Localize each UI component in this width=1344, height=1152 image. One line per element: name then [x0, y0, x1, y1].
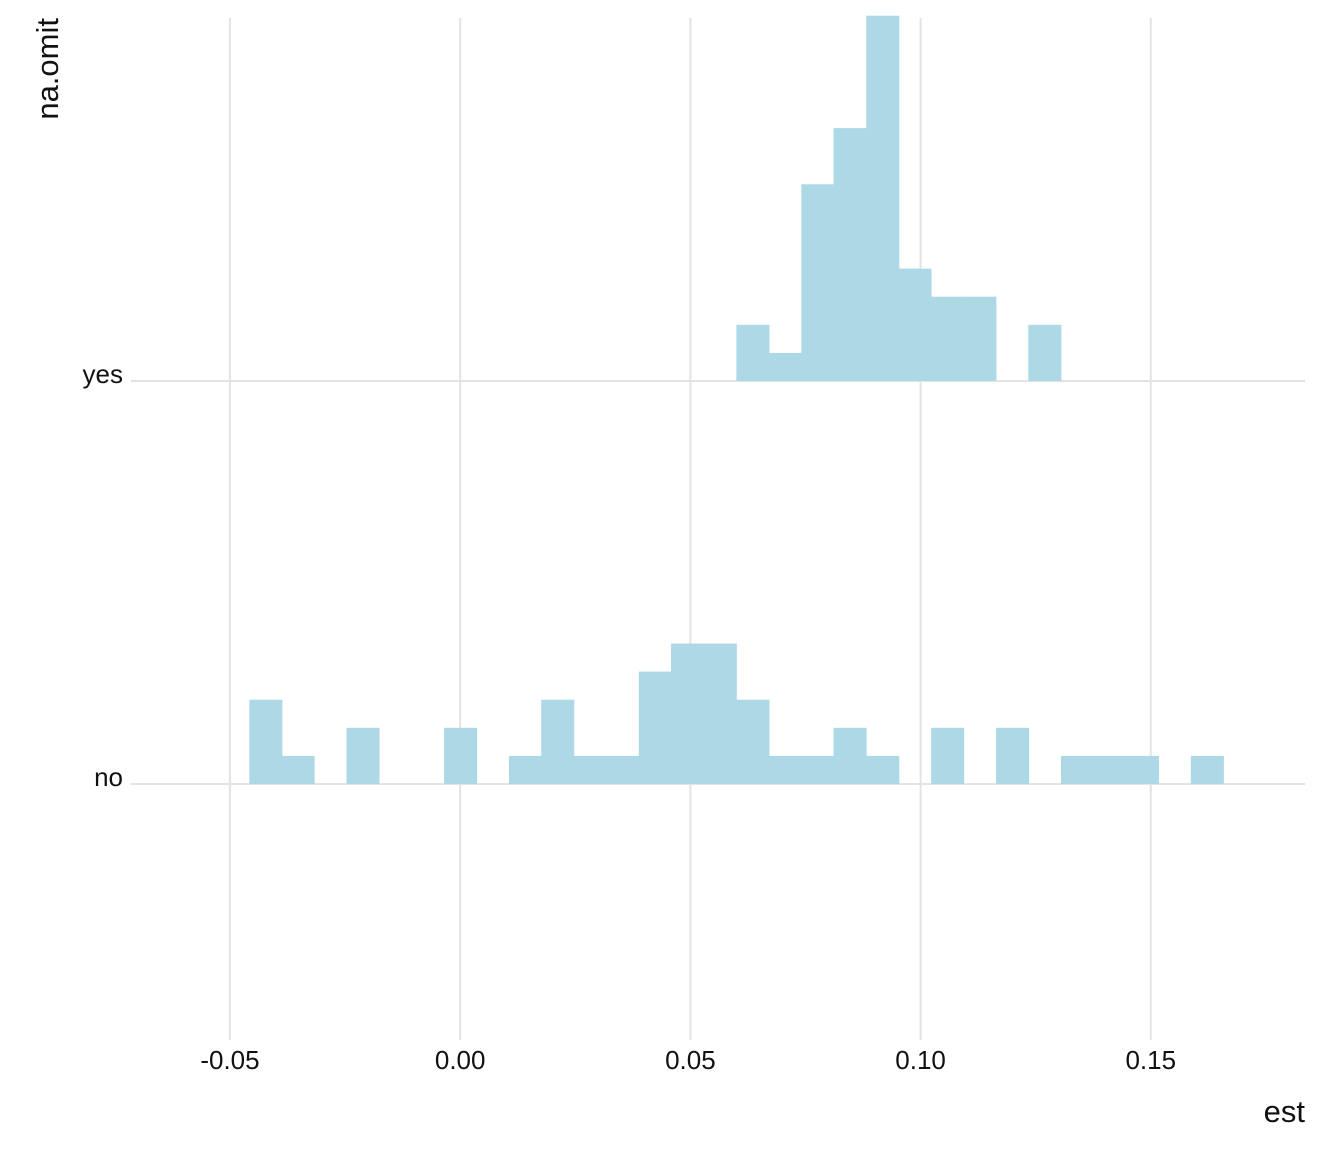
- bar-yes-7: [963, 296, 997, 381]
- bar-no-18: [1060, 755, 1095, 784]
- y-tick-label-no: no: [94, 762, 123, 792]
- bar-no-21: [1190, 755, 1224, 784]
- histogram-bars: [249, 15, 1224, 784]
- x-tick-label-4: 0.15: [1125, 1045, 1176, 1075]
- bar-no-3: [444, 727, 478, 784]
- bar-no-0: [249, 699, 283, 784]
- bar-no-15: [866, 755, 900, 784]
- bar-no-13: [801, 755, 835, 784]
- x-axis-title: est: [1264, 1094, 1306, 1129]
- bar-no-9: [671, 643, 705, 784]
- x-tick-label-3: 0.10: [895, 1045, 946, 1075]
- y-axis-title: na.omit: [30, 18, 65, 120]
- bar-yes-1: [768, 352, 802, 381]
- grid-lines: [131, 18, 1305, 1040]
- bar-no-10: [703, 643, 737, 784]
- y-tick-label-yes: yes: [83, 359, 123, 389]
- bar-no-5: [541, 699, 575, 784]
- bar-no-7: [606, 755, 640, 784]
- bar-no-17: [996, 727, 1030, 784]
- bar-no-4: [508, 755, 543, 784]
- bar-no-12: [768, 755, 802, 784]
- bar-no-8: [638, 671, 672, 784]
- bar-yes-2: [801, 184, 835, 381]
- bar-no-16: [931, 727, 965, 784]
- x-tick-label-2: 0.05: [665, 1045, 716, 1075]
- bar-no-1: [281, 755, 315, 784]
- bar-no-6: [573, 755, 607, 784]
- bar-yes-0: [736, 324, 770, 381]
- x-tick-label-0: -0.05: [200, 1045, 259, 1075]
- bar-yes-3: [833, 128, 867, 381]
- bar-no-11: [736, 699, 770, 784]
- bar-no-2: [346, 727, 380, 784]
- bar-yes-4: [866, 15, 900, 381]
- bar-yes-5: [898, 268, 932, 381]
- bar-no-20: [1125, 755, 1159, 784]
- bar-yes-6: [931, 296, 965, 381]
- bar-no-14: [833, 727, 867, 784]
- bar-yes-8: [1028, 324, 1062, 381]
- bar-no-19: [1093, 755, 1127, 784]
- x-tick-label-1: 0.00: [435, 1045, 486, 1075]
- x-tick-labels: -0.05 0.00 0.05 0.10 0.15: [200, 1045, 1176, 1075]
- y-tick-labels: yes no: [83, 359, 123, 792]
